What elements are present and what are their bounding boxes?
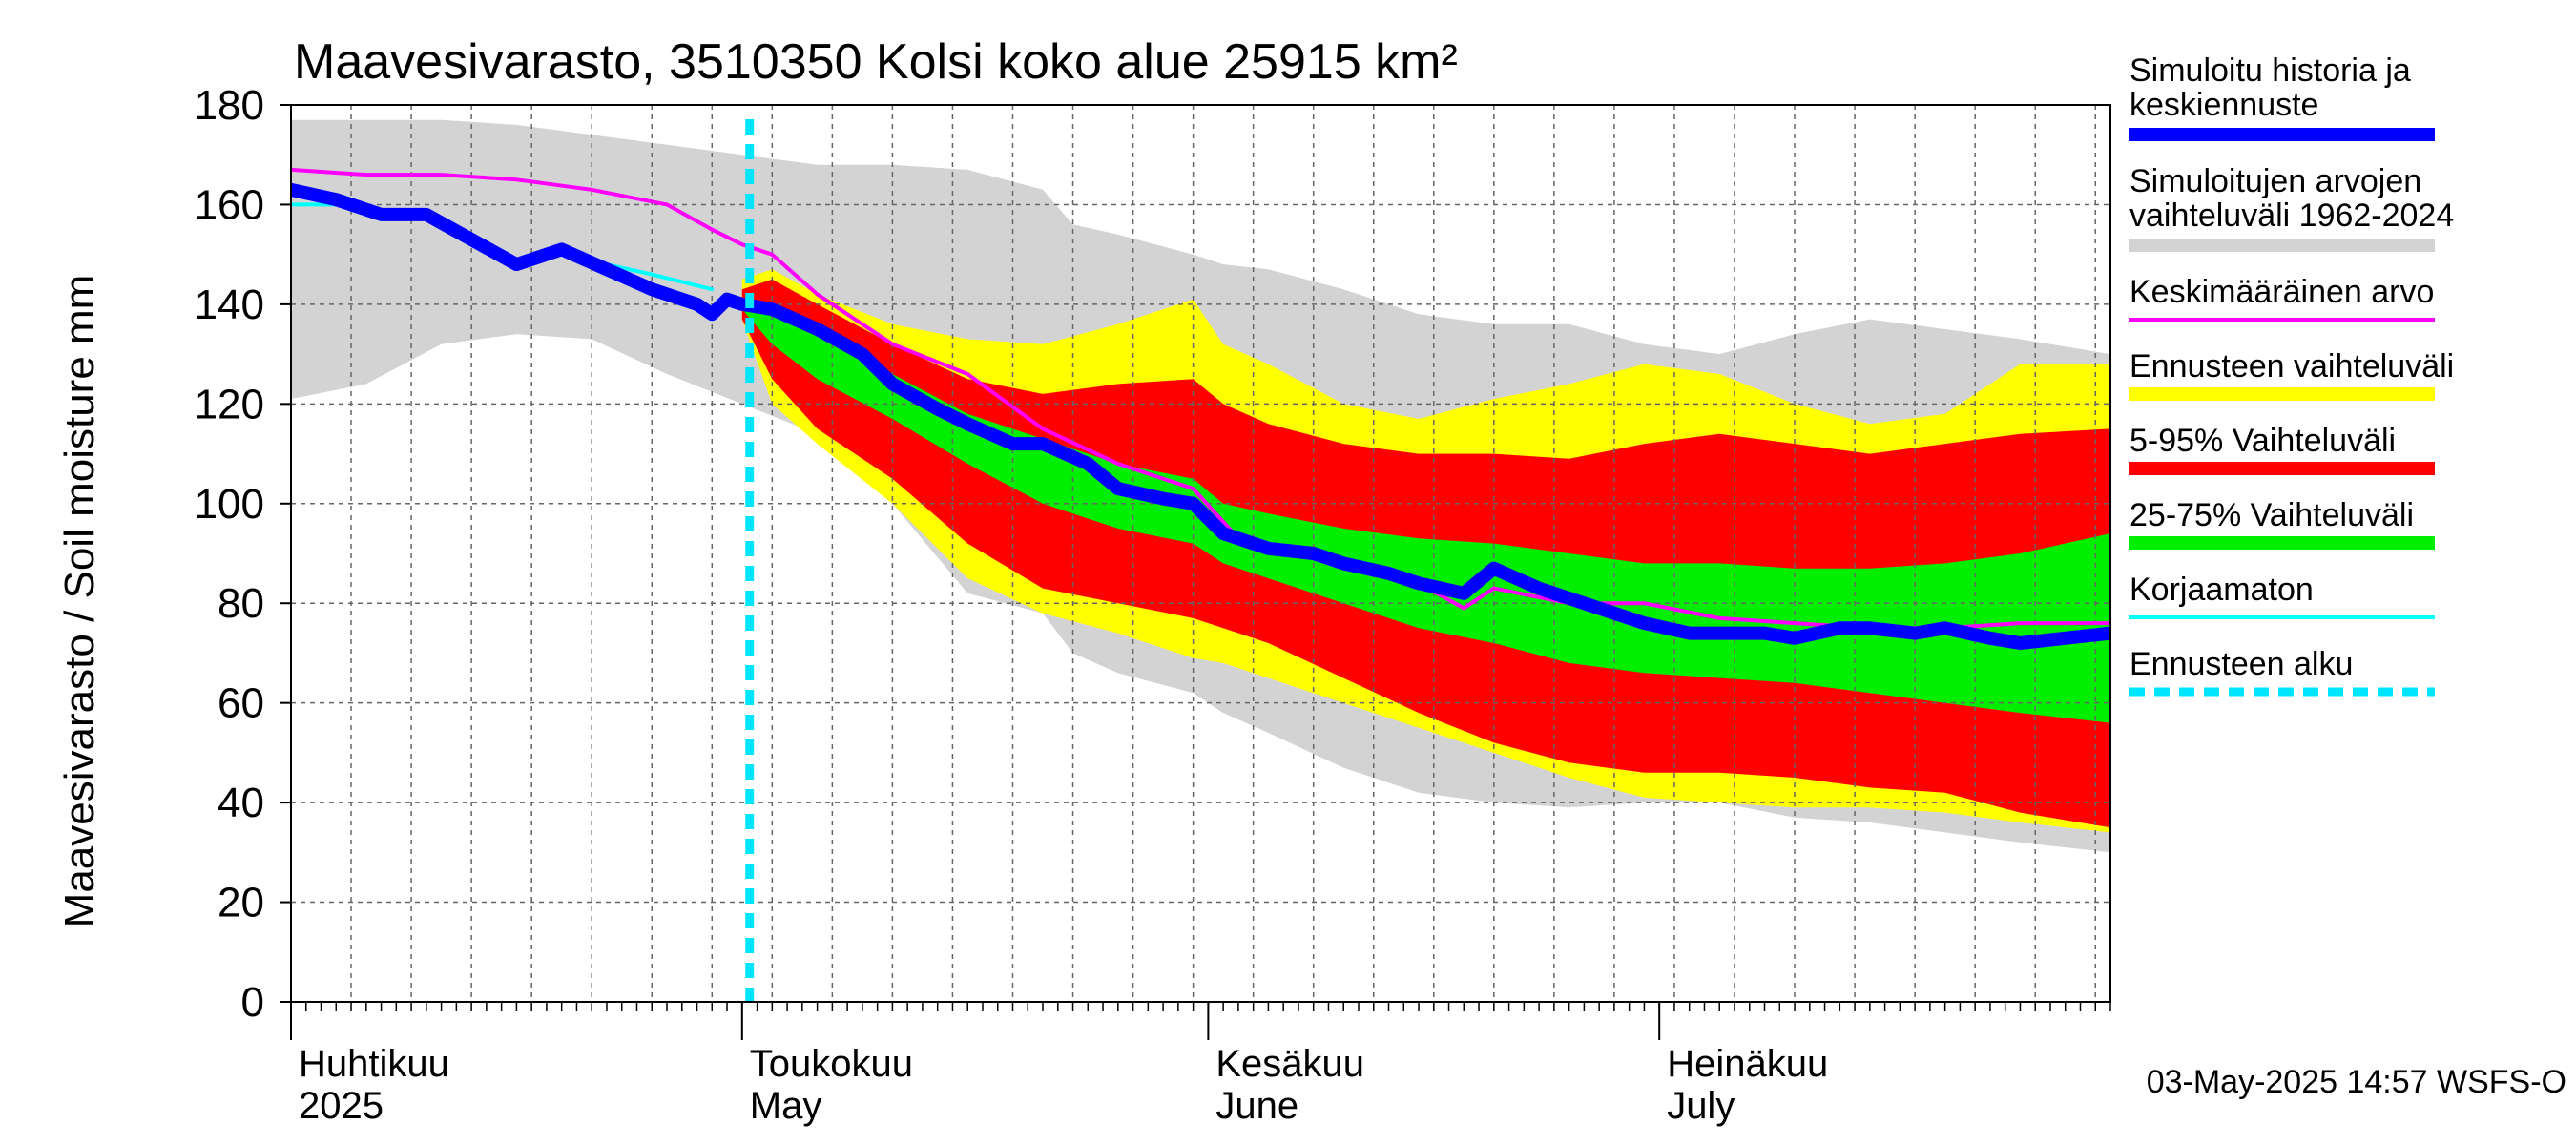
y-tick-label: 20	[218, 880, 264, 926]
legend-label: Simuloitu historia ja	[2129, 52, 2411, 89]
y-tick-label: 140	[195, 281, 264, 328]
legend-label: Simuloitujen arvojen	[2129, 163, 2421, 199]
month-label: Kesäkuu	[1215, 1043, 1364, 1085]
y-tick-label: 60	[218, 680, 264, 727]
legend-label: 5-95% Vaihteluväli	[2129, 423, 2396, 459]
plot-content	[291, 105, 2110, 1002]
y-tick-label: 160	[195, 181, 264, 228]
band-p25_75	[741, 299, 2110, 723]
month-sublabel: June	[1215, 1085, 1298, 1127]
legend-label-line2: vaihteluväli 1962-2024	[2129, 198, 2454, 234]
legend-label: Ennusteen vaihteluväli	[2129, 348, 2454, 385]
y-tick-label: 120	[195, 381, 264, 427]
month-label: Heinäkuu	[1667, 1043, 1828, 1085]
plot-frame	[290, 104, 2111, 1003]
legend-label: 25-75% Vaihteluväli	[2129, 497, 2414, 533]
series-mean	[291, 167, 2110, 631]
y-tick-label: 0	[241, 979, 264, 1026]
legend-label: Keskimääräinen arvo	[2129, 274, 2434, 310]
plot-area	[291, 105, 2110, 1002]
month-label: Toukokuu	[750, 1043, 913, 1085]
y-axis-label: Maavesivarasto / Soil moisture mm	[56, 275, 103, 928]
grid	[291, 105, 2110, 1002]
y-tick-label: 40	[218, 780, 264, 826]
y-tick-label: 180	[195, 82, 264, 129]
legend-label: Korjaamaton	[2129, 572, 2314, 608]
month-label: Huhtikuu	[299, 1043, 449, 1085]
chart-title: Maavesivarasto, 3510350 Kolsi koko alue …	[294, 34, 1458, 90]
month-sublabel: May	[750, 1085, 822, 1127]
y-tick-label: 80	[218, 580, 264, 627]
month-sublabel: 2025	[299, 1085, 384, 1127]
month-sublabel: July	[1667, 1085, 1735, 1127]
y-tick-label: 100	[195, 481, 264, 528]
legend-label: Ennusteen alku	[2129, 646, 2353, 682]
legend-label-line2: keskiennuste	[2129, 87, 2318, 123]
series-simulated	[291, 182, 2110, 650]
timestamp: 03-May-2025 14:57 WSFS-O	[2147, 1064, 2566, 1100]
